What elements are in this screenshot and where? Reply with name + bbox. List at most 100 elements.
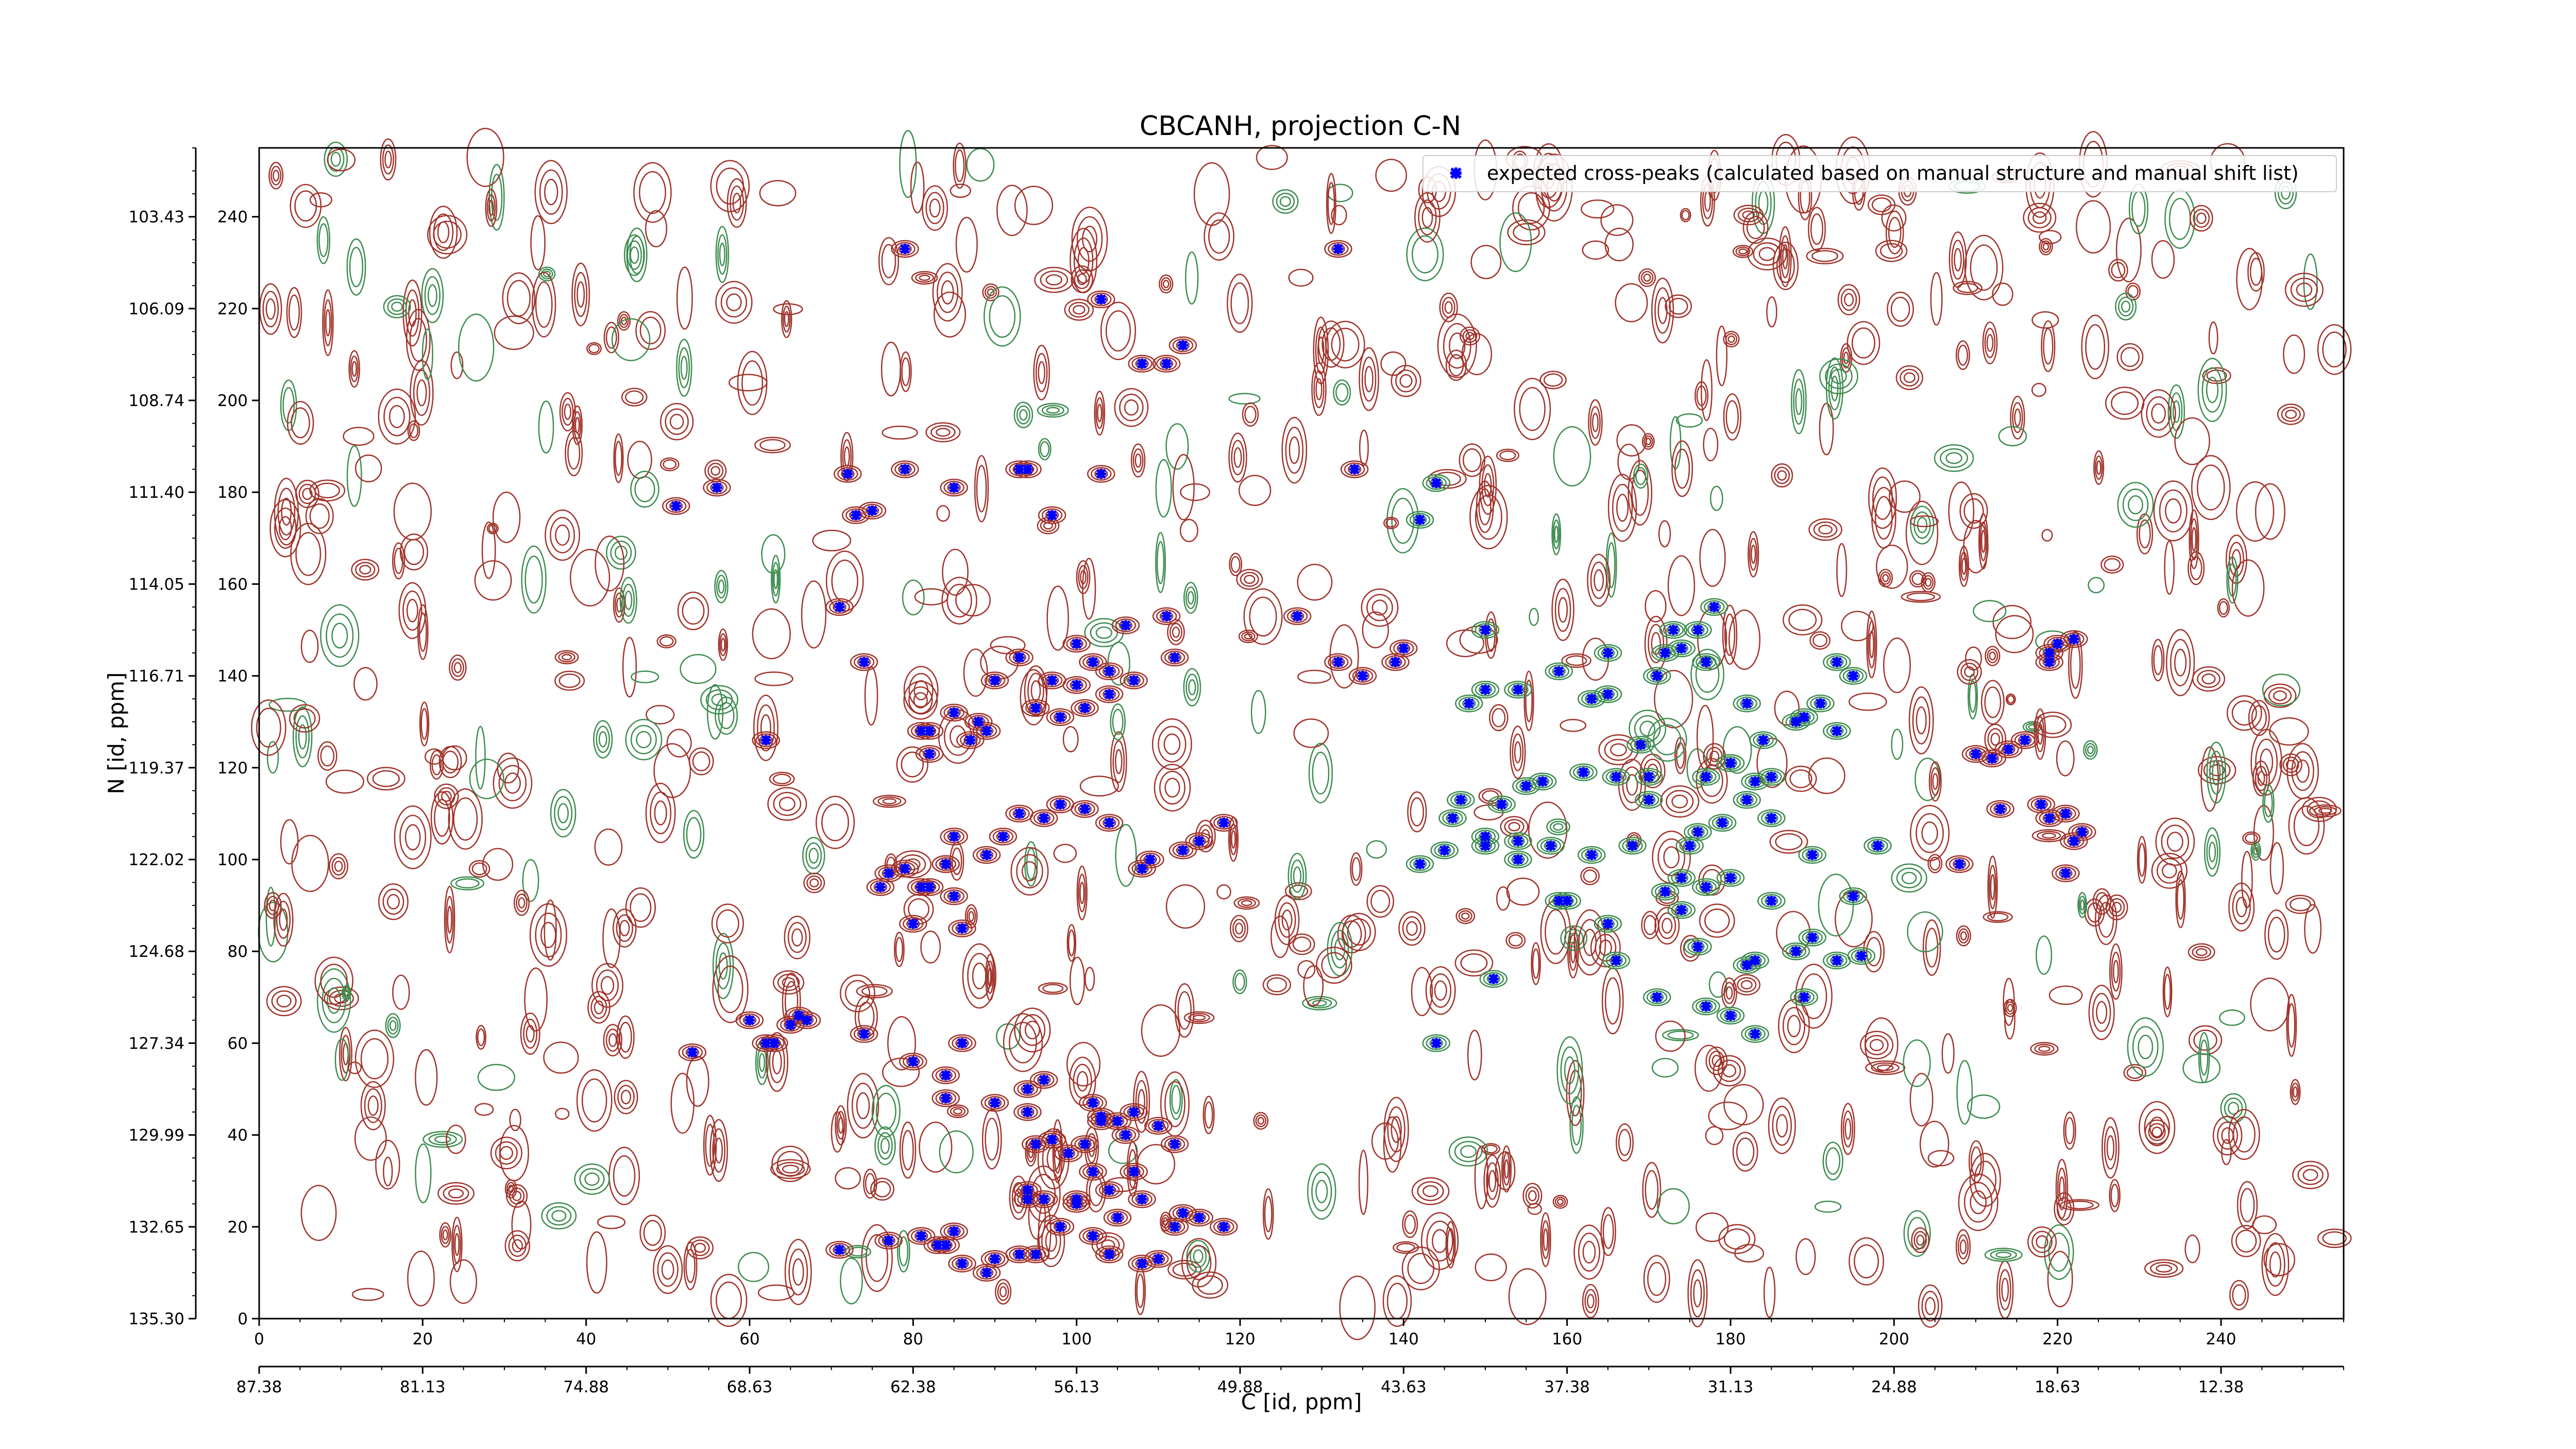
contour-blob bbox=[656, 634, 676, 649]
contour-blob bbox=[2229, 1279, 2249, 1310]
contour-blob bbox=[950, 841, 964, 881]
cross-peak-marker bbox=[990, 675, 1000, 686]
contour-blob bbox=[1350, 852, 1363, 886]
contour-blob bbox=[887, 1016, 917, 1071]
contour-blob bbox=[505, 1184, 528, 1208]
cross-peak-marker bbox=[1611, 955, 1621, 966]
contour-blob bbox=[953, 142, 967, 189]
contour-blob bbox=[422, 1131, 463, 1148]
contour-blob bbox=[309, 479, 346, 502]
cross-peak-marker bbox=[760, 1038, 771, 1049]
cross-peak-marker bbox=[1022, 1107, 1033, 1118]
contour-blob bbox=[1708, 1101, 1748, 1131]
contour-blob bbox=[715, 281, 753, 324]
contour-blob bbox=[1959, 493, 1988, 529]
contour-blob bbox=[468, 860, 490, 878]
contour-blob bbox=[1581, 199, 1615, 219]
contour-blob bbox=[541, 1202, 577, 1229]
contour-blob bbox=[646, 705, 675, 724]
contour-blob bbox=[925, 422, 961, 443]
contour-blob bbox=[354, 1116, 387, 1161]
contour-blob bbox=[1540, 900, 1571, 965]
cross-peak-marker bbox=[1349, 464, 1360, 475]
contour-blob bbox=[871, 1085, 901, 1138]
contour-blob bbox=[1964, 234, 2004, 300]
contour-blob bbox=[2115, 217, 2142, 283]
contour-blob bbox=[874, 1126, 896, 1166]
contour-blob bbox=[2188, 943, 2215, 961]
contour-blob bbox=[329, 853, 349, 880]
contour-blob bbox=[1495, 1151, 1516, 1191]
contour-blob bbox=[1366, 840, 1387, 859]
contour-blob bbox=[481, 521, 496, 579]
contour-blob bbox=[1881, 204, 1907, 232]
contour-blob bbox=[290, 523, 327, 585]
y-tick-label: 140 bbox=[217, 667, 248, 686]
contour-blob bbox=[1865, 1060, 1906, 1075]
contour-blob bbox=[2164, 540, 2175, 595]
contour-blob bbox=[1014, 186, 1054, 225]
legend-marker bbox=[1450, 167, 1462, 179]
peak-contour bbox=[1749, 731, 1777, 749]
y-tick-label: 20 bbox=[228, 1218, 248, 1237]
contour-blob bbox=[492, 492, 521, 543]
cross-peak-marker bbox=[1047, 675, 1058, 686]
contour-blob bbox=[1474, 1145, 1489, 1209]
contour-blob bbox=[392, 974, 410, 1010]
contour-blob bbox=[1582, 240, 1609, 260]
contour-blob bbox=[2137, 836, 2147, 884]
contour-blob bbox=[450, 876, 485, 890]
contour-blob bbox=[1699, 529, 1726, 587]
contour-blob bbox=[1274, 895, 1300, 946]
cross-peak-marker bbox=[1120, 1130, 1131, 1140]
contour-blob bbox=[269, 499, 301, 558]
contour-blob bbox=[900, 351, 912, 392]
contour-blob bbox=[2144, 1119, 2170, 1145]
cross-peak-marker bbox=[1128, 1107, 1139, 1118]
contour-blob bbox=[1308, 743, 1333, 804]
contour-blob bbox=[712, 955, 749, 1023]
contour-blob bbox=[346, 238, 366, 296]
contour-blob bbox=[1172, 453, 1195, 520]
contour-blob bbox=[613, 433, 624, 483]
contour-blob bbox=[2092, 888, 2111, 915]
contour-blob bbox=[1333, 379, 1351, 406]
contour-blob bbox=[476, 1025, 487, 1050]
contour-blob bbox=[2109, 943, 2123, 1000]
contour-blob bbox=[2226, 556, 2239, 604]
cross-peak-marker bbox=[948, 891, 959, 902]
contour-blob bbox=[383, 1156, 393, 1187]
cross-peak-marker bbox=[1832, 656, 1842, 667]
cross-peak-marker bbox=[1014, 464, 1025, 475]
cross-peak-marker bbox=[1954, 858, 1965, 869]
contour-blob bbox=[1927, 1150, 1955, 1167]
contour-blob bbox=[910, 161, 925, 214]
x-tick-label: 60 bbox=[739, 1330, 759, 1349]
cross-peak-marker bbox=[2044, 648, 2055, 659]
cross-peak-marker bbox=[1431, 478, 1442, 488]
contour-blob bbox=[1401, 1246, 1440, 1291]
peak-contour bbox=[752, 731, 780, 749]
contour-blob bbox=[415, 1143, 432, 1204]
contour-blob bbox=[2031, 383, 2046, 397]
contour-blob bbox=[781, 300, 792, 339]
cross-peak-marker bbox=[924, 726, 935, 736]
contour-blob bbox=[1501, 1145, 1512, 1193]
contour-blob bbox=[1628, 460, 1653, 526]
cross-peak-marker bbox=[1807, 932, 1818, 943]
contour-blob bbox=[1763, 1267, 1776, 1318]
contour-blob bbox=[1359, 347, 1379, 411]
x-tick-label: 220 bbox=[2042, 1330, 2073, 1349]
cross-peak-marker bbox=[1014, 1249, 1025, 1260]
contour-blob bbox=[603, 322, 619, 353]
cross-peak-marker bbox=[1039, 813, 1049, 823]
contour-blob bbox=[1243, 588, 1283, 645]
contour-blob bbox=[1809, 631, 1831, 650]
cross-peak-marker bbox=[1112, 1116, 1123, 1126]
contour-blob bbox=[1992, 282, 2013, 306]
cross-peak-marker bbox=[1096, 294, 1107, 305]
cross-peak-marker bbox=[1692, 625, 1703, 635]
contour-blob bbox=[317, 741, 337, 771]
contour-blob bbox=[594, 828, 623, 866]
contour-blob bbox=[614, 1080, 638, 1115]
